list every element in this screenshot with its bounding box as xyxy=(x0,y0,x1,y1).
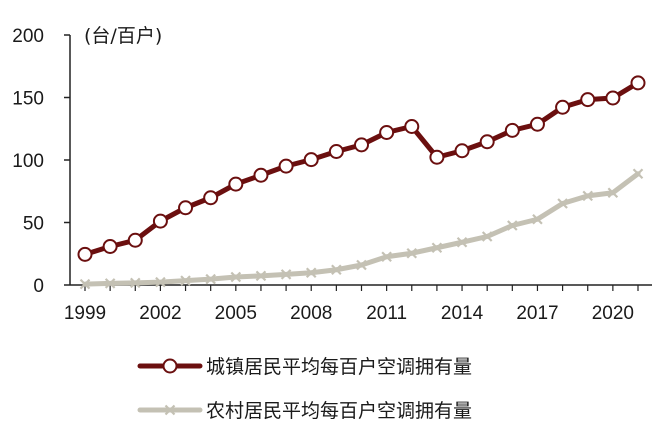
y-tick-label: 200 xyxy=(12,26,44,47)
data-point xyxy=(406,247,418,259)
data-point xyxy=(127,232,143,248)
data-point xyxy=(280,269,292,280)
data-point xyxy=(203,190,219,206)
y-tick-label: 50 xyxy=(23,214,44,235)
x-tick-label: 2017 xyxy=(516,303,558,324)
data-point xyxy=(230,271,242,283)
data-point xyxy=(180,275,191,286)
y-axis-unit-label: (台/百户) xyxy=(84,25,162,47)
data-point xyxy=(481,231,493,242)
data-point xyxy=(454,143,470,159)
data-point xyxy=(507,220,518,231)
legend-label: 城镇居民平均每百户空调拥有量 xyxy=(206,356,472,378)
axes xyxy=(69,35,652,286)
data-point xyxy=(381,251,392,263)
data-point xyxy=(354,137,369,153)
data-point xyxy=(278,158,294,174)
x-tick-label: 1999 xyxy=(64,303,106,324)
data-point xyxy=(79,278,91,290)
data-point xyxy=(305,267,317,279)
data-point xyxy=(303,152,319,168)
x-tick-label: 2008 xyxy=(290,303,332,324)
data-point xyxy=(379,125,395,140)
legend-item-1: 城镇居民平均每百户空调拥有量 xyxy=(137,356,472,378)
data-point xyxy=(331,264,342,276)
data-point xyxy=(431,242,443,254)
data-point xyxy=(205,273,216,285)
y-tick-label: 100 xyxy=(12,151,44,172)
legend-label: 农村居民平均每百户空调拥有量 xyxy=(206,400,472,422)
data-point xyxy=(607,187,619,199)
data-point xyxy=(129,277,141,289)
data-point xyxy=(228,176,244,192)
x-tick-label: 2002 xyxy=(139,303,181,324)
series-group xyxy=(77,75,646,290)
data-point xyxy=(155,276,166,288)
legend-marker xyxy=(164,404,176,416)
data-point xyxy=(102,239,118,254)
x-tick-label: 2020 xyxy=(592,303,634,324)
x-tick-label: 2011 xyxy=(366,303,407,324)
data-point xyxy=(404,119,420,134)
data-point xyxy=(104,278,116,289)
data-point xyxy=(152,213,168,229)
series-line xyxy=(82,80,641,257)
data-point xyxy=(328,144,344,159)
data-point xyxy=(255,270,267,282)
x-axis-ticks: 1999 2002 2005 2008 2011 2014 2017 2020 xyxy=(64,285,639,324)
data-point xyxy=(555,99,571,115)
series-1 xyxy=(77,75,646,262)
data-point xyxy=(178,200,194,216)
data-point xyxy=(504,122,520,138)
x-tick-label: 2014 xyxy=(441,303,484,324)
data-point xyxy=(456,236,468,248)
data-point xyxy=(77,246,93,262)
data-point xyxy=(479,134,495,150)
data-point xyxy=(580,92,596,108)
data-point xyxy=(632,168,644,180)
data-point xyxy=(557,198,568,209)
legend-item-2: 农村居民平均每百户空调拥有量 xyxy=(137,400,472,422)
y-tick-label: 150 xyxy=(12,89,44,110)
data-point xyxy=(582,190,594,202)
y-tick-label: 0 xyxy=(33,276,44,297)
series-line xyxy=(82,171,641,287)
data-point xyxy=(532,213,543,225)
x-tick-label: 2005 xyxy=(215,303,257,324)
data-point xyxy=(429,149,445,165)
series-2 xyxy=(79,168,644,290)
data-point xyxy=(356,259,367,271)
data-point xyxy=(630,75,646,91)
data-point xyxy=(605,90,621,106)
legend-marker xyxy=(162,358,178,374)
data-point xyxy=(253,167,269,183)
y-axis-ticks: 0 50 100 150 200 xyxy=(12,26,70,297)
data-point xyxy=(529,116,545,132)
